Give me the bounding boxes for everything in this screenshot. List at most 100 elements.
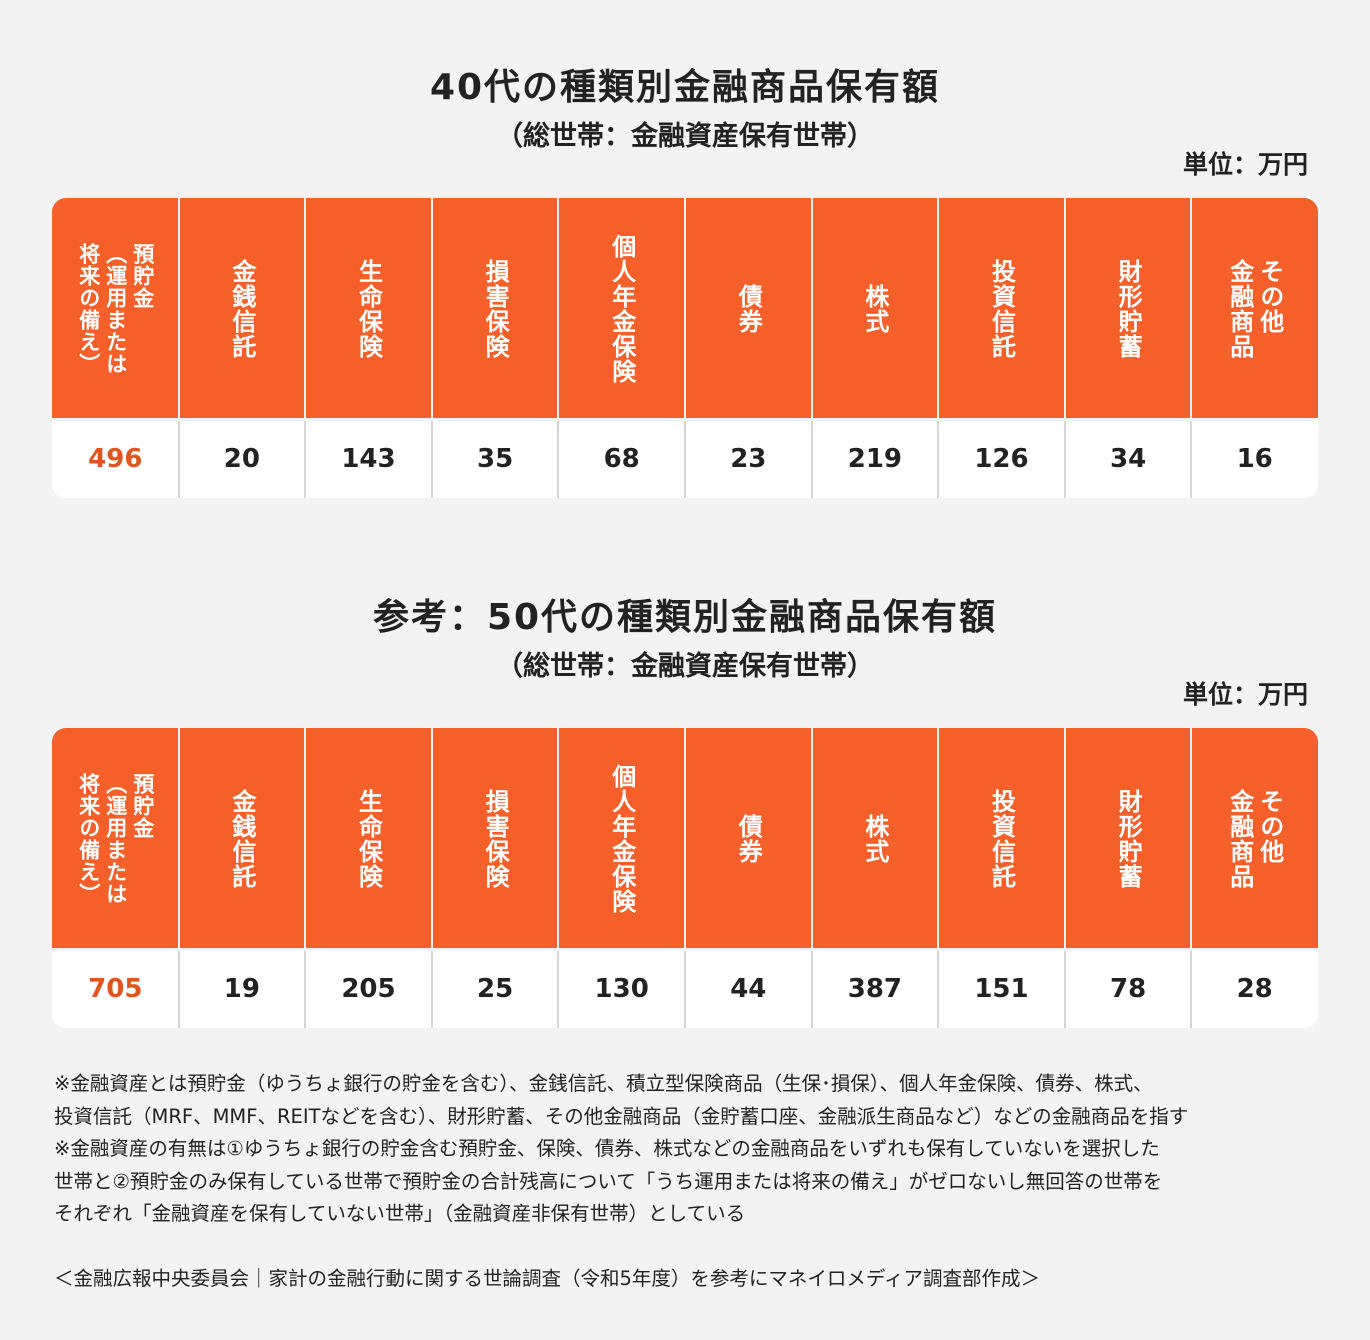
chart-title: 参考：50代の種類別金融商品保有額 <box>372 597 998 638</box>
column-header-label: 生命保険 <box>354 789 383 889</box>
column-header: 預貯金 （運用または 将来の備え） <box>52 198 179 420</box>
holdings-table: 預貯金 （運用または 将来の備え） 金銭信託 生命保険 損害保険 個人年金保険 債券 株式 投… <box>52 728 1318 1028</box>
header-row: 預貯金 （運用または 将来の備え） 金銭信託 生命保険 損害保険 個人年金保険 債券 株式 投… <box>52 728 1318 950</box>
column-divider <box>1190 420 1193 498</box>
column-header-label: 金銭信託 <box>227 259 256 359</box>
value-cell: 16 <box>1236 444 1273 474</box>
value-row: 705 19 205 25 130 44 387 151 78 28 <box>52 950 1318 1028</box>
column-divider <box>684 420 686 498</box>
chart-subtitle: （総世帯：金融資産保有世帯） <box>496 651 874 682</box>
column-header-label: 財形貯蓄 <box>1114 789 1143 889</box>
unit-label: 単位：万円 <box>1182 680 1308 709</box>
column-divider <box>1190 198 1193 420</box>
column-header-label: 債券 <box>734 814 763 864</box>
value-cell: 68 <box>603 444 640 474</box>
footnote-line: ※金融資産の有無は①ゆうちょ銀行の貯金含む預貯金、保険、債券、株式などの金融商品… <box>54 1137 1160 1160</box>
footnote-line: ※金融資産とは預貯金（ゆうちょ銀行の貯金を含む）、金銭信託、積立型保険商品（生保… <box>54 1072 1153 1095</box>
column-divider <box>1190 950 1193 1028</box>
column-header: 個人年金保険 <box>558 198 685 420</box>
column-header-label: 預貯金 （運用または 将来の備え） <box>76 773 155 905</box>
column-divider <box>177 728 180 950</box>
value-cell: 219 <box>847 444 903 474</box>
column-header-label: 生命保険 <box>354 259 383 359</box>
column-divider <box>430 420 433 498</box>
value-cell: 387 <box>847 974 903 1004</box>
column-divider <box>177 420 180 498</box>
value-cell: 126 <box>974 444 1029 474</box>
column-divider <box>304 728 307 950</box>
column-header: 金銭信託 <box>179 728 306 950</box>
value-cell: 705 <box>88 974 143 1004</box>
unit-label: 単位：万円 <box>1182 150 1308 179</box>
column-divider <box>1190 728 1193 950</box>
column-header: その他 金融商品 <box>1191 198 1318 420</box>
value-cell: 35 <box>477 444 514 474</box>
value-cell: 28 <box>1236 974 1273 1004</box>
column-header: 債券 <box>685 198 812 420</box>
value-cell: 20 <box>223 444 260 474</box>
column-header: 債券 <box>685 728 812 950</box>
column-header-label: 債券 <box>734 284 763 334</box>
value-cell: 19 <box>223 974 260 1004</box>
column-divider <box>304 198 307 420</box>
value-cell: 496 <box>88 444 143 474</box>
column-header-label: 投資信託 <box>987 259 1016 359</box>
value-cell: 151 <box>974 974 1029 1004</box>
column-divider <box>430 198 433 420</box>
column-header-label: 預貯金 （運用または 将来の備え） <box>76 243 155 375</box>
column-divider <box>684 198 686 420</box>
value-cell: 143 <box>341 444 396 474</box>
value-cell: 44 <box>730 974 767 1004</box>
column-header-label: 個人年金保険 <box>607 764 636 914</box>
column-header-label: 株式 <box>860 284 889 334</box>
column-header: その他 金融商品 <box>1191 728 1318 950</box>
column-divider <box>1063 420 1066 498</box>
column-header: 財形貯蓄 <box>1065 728 1192 950</box>
column-divider <box>937 950 940 1028</box>
footnote-line: 世帯と②預貯金のみ保有している世帯で預貯金の合計残高について「うち運用または将来… <box>54 1169 1163 1193</box>
column-divider <box>810 198 813 420</box>
column-divider <box>937 420 940 498</box>
value-cell: 130 <box>594 974 649 1004</box>
column-header-label: 損害保険 <box>481 259 510 359</box>
column-divider <box>557 198 560 420</box>
column-divider <box>304 420 307 498</box>
column-header-label: その他 金融商品 <box>1225 789 1284 889</box>
source-credit: ＜金融広報中央委員会｜家計の金融行動に関する世論調査（令和5年度）を参考にマネイ… <box>54 1267 1041 1290</box>
column-header: 財形貯蓄 <box>1065 198 1192 420</box>
column-header-label: 個人年金保険 <box>607 234 636 384</box>
column-divider <box>810 420 813 498</box>
footnote-line: 投資信託（MRF、MMF、REITなどを含む）、財形貯蓄、その他金融商品（金貯蓄… <box>54 1104 1189 1128</box>
column-header: 株式 <box>812 198 939 420</box>
column-header: 損害保険 <box>432 728 559 950</box>
column-divider <box>430 728 433 950</box>
column-divider <box>557 420 560 498</box>
column-header: 投資信託 <box>938 728 1065 950</box>
column-divider <box>1063 728 1066 950</box>
column-divider <box>684 728 686 950</box>
column-header-label: 投資信託 <box>987 789 1016 889</box>
column-header: 預貯金 （運用または 将来の備え） <box>52 728 179 950</box>
column-divider <box>937 198 940 420</box>
column-divider <box>557 728 560 950</box>
column-divider <box>810 950 813 1028</box>
value-cell: 205 <box>341 974 396 1004</box>
footnote-line: それぞれ「金融資産を保有していない世帯」（金融資産非保有世帯）としている <box>54 1202 746 1225</box>
holdings-table: 預貯金 （運用または 将来の備え） 金銭信託 生命保険 損害保険 個人年金保険 債券 株式 投… <box>52 198 1318 498</box>
column-divider <box>177 198 180 420</box>
column-header: 投資信託 <box>938 198 1065 420</box>
column-header-label: その他 金融商品 <box>1225 259 1284 359</box>
value-cell: 23 <box>730 444 767 474</box>
column-divider <box>1063 198 1066 420</box>
footnotes: ※金融資産とは預貯金（ゆうちょ銀行の貯金を含む）、金銭信託、積立型保険商品（生保… <box>54 1068 1324 1231</box>
row-divider <box>52 948 1318 951</box>
value-cell: 34 <box>1110 444 1147 474</box>
value-row: 496 20 143 35 68 23 219 126 34 16 <box>52 420 1318 498</box>
value-cell: 78 <box>1110 974 1147 1004</box>
column-header: 金銭信託 <box>179 198 306 420</box>
column-divider <box>557 950 560 1028</box>
column-divider <box>430 950 433 1028</box>
column-header: 損害保険 <box>432 198 559 420</box>
column-header-label: 金銭信託 <box>227 789 256 889</box>
value-cell: 25 <box>477 974 514 1004</box>
